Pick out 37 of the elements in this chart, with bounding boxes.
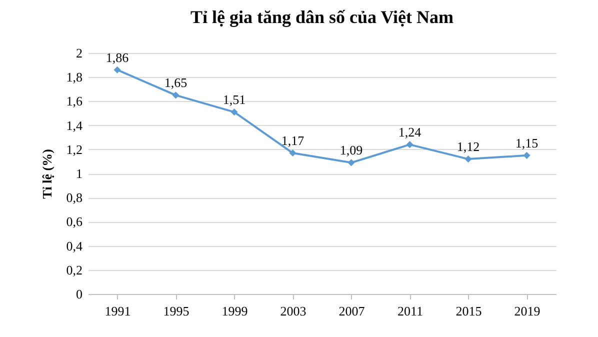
point [406,141,414,148]
x-tick-label: 2003 [280,304,306,318]
y-tick-label: 0,6 [66,214,83,230]
y-tick-label: 0 [76,286,82,302]
data-label: 1,15 [515,135,538,150]
x-tick-label: 2015 [456,304,482,318]
y-tick-label: 1 [76,166,82,181]
data-label: 1,12 [456,139,480,154]
point [464,156,472,163]
x-tick-label: 2019 [514,304,540,318]
x-tick-label: 2011 [397,304,424,318]
data-label: 1,17 [281,133,305,148]
x-tick-label: 1991 [104,304,131,318]
data-label: 1,65 [164,75,188,90]
data-label: 1,51 [222,92,246,108]
y-tick-label: 1,2 [66,142,82,157]
x-tick-label: 1999 [222,304,248,318]
x-tick-label: 2007 [338,304,366,318]
data-label: 1,24 [398,124,422,140]
y-axis-title: Tỉ lệ (%) [39,149,54,199]
data-label: 1,86 [106,50,130,65]
point [289,149,296,157]
y-tick-label: 0,8 [66,190,82,206]
x-tick-label: 1995 [163,304,190,318]
chart-title: Tỉ lệ gia tăng dân số của Việt Nam [190,7,454,27]
point [523,152,530,159]
y-tick-label: 0,4 [66,238,83,254]
point [348,159,355,166]
point [230,108,238,116]
y-tick-label: 0,2 [66,262,82,278]
y-tick-label: 1,4 [66,118,83,133]
y-tick-label: 1,8 [66,70,82,85]
point [114,66,121,74]
y-tick-label: 2 [76,46,82,60]
y-tick-label: 1,6 [66,94,83,109]
data-label: 1,09 [340,142,363,158]
point [172,92,180,99]
